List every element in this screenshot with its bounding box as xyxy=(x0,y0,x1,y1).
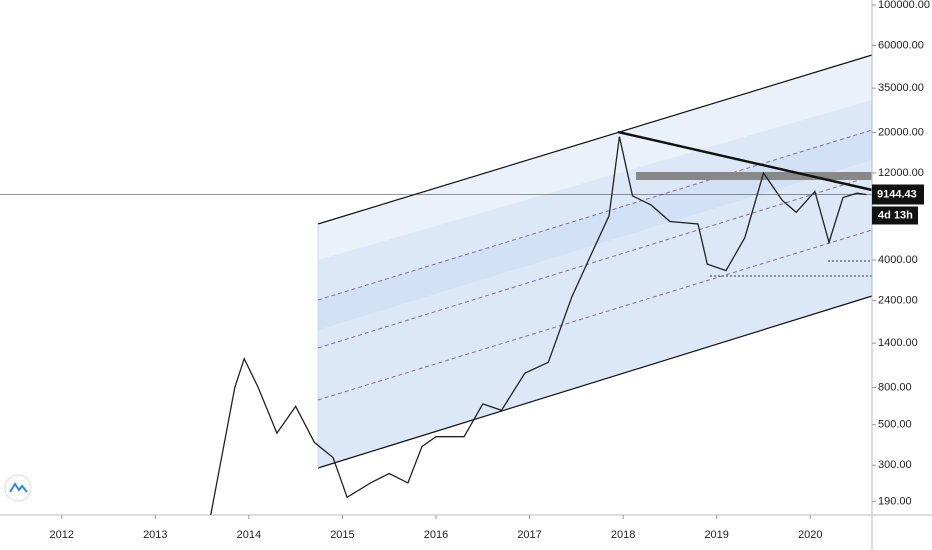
price-label: 9144.43 xyxy=(877,188,917,200)
y-tick-label: 20000.00 xyxy=(878,126,924,138)
price-line xyxy=(210,136,867,515)
y-tick-label: 800.00 xyxy=(878,381,912,393)
channel xyxy=(317,54,873,469)
x-tick-label: 2013 xyxy=(143,529,167,541)
y-tick-label: 100000.00 xyxy=(878,0,930,11)
x-tick-label: 2018 xyxy=(611,529,635,541)
x-tick-label: 2014 xyxy=(237,529,261,541)
price-label-box xyxy=(872,184,924,205)
y-tick-label: 35000.00 xyxy=(878,82,924,94)
x-tick-label: 2012 xyxy=(50,529,74,541)
y-tick-label: 190.00 xyxy=(878,495,912,507)
countdown-box xyxy=(872,206,918,225)
y-tick-label: 60000.00 xyxy=(878,39,924,51)
y-tick-label: 12000.00 xyxy=(878,167,924,179)
x-tick-label: 2016 xyxy=(424,529,448,541)
x-tick-label: 2019 xyxy=(704,529,728,541)
price-series xyxy=(210,136,867,515)
x-tick-label: 2020 xyxy=(798,529,822,541)
y-tick-label: 500.00 xyxy=(878,419,912,431)
y-tick-label: 4000.00 xyxy=(878,254,918,266)
y-tick-label: 2400.00 xyxy=(878,294,918,306)
x-tick-label: 2015 xyxy=(330,529,354,541)
countdown: 4d 13h xyxy=(878,209,913,221)
y-tick-label: 1400.00 xyxy=(878,337,918,349)
y-tick-label: 300.00 xyxy=(878,459,912,471)
x-tick-label: 2017 xyxy=(517,529,541,541)
logo[interactable] xyxy=(4,474,32,502)
